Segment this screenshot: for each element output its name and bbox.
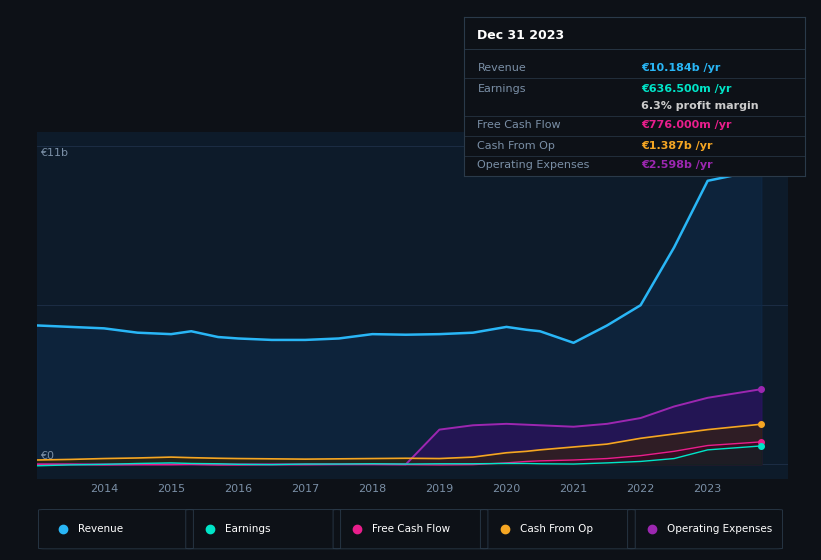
Text: €2.598b /yr: €2.598b /yr (641, 160, 713, 170)
Text: Operating Expenses: Operating Expenses (667, 524, 773, 534)
Text: Revenue: Revenue (478, 63, 526, 73)
Text: €11b: €11b (40, 148, 68, 158)
Text: Free Cash Flow: Free Cash Flow (373, 524, 451, 534)
Text: €1.387b /yr: €1.387b /yr (641, 141, 713, 151)
Text: Cash From Op: Cash From Op (478, 141, 555, 151)
Text: Revenue: Revenue (78, 524, 123, 534)
Text: Earnings: Earnings (225, 524, 271, 534)
Text: Operating Expenses: Operating Expenses (478, 160, 589, 170)
Text: 6.3% profit margin: 6.3% profit margin (641, 101, 759, 111)
Text: Cash From Op: Cash From Op (520, 524, 593, 534)
Text: €0: €0 (40, 451, 54, 461)
Text: Dec 31 2023: Dec 31 2023 (478, 30, 565, 43)
Text: Free Cash Flow: Free Cash Flow (478, 120, 561, 130)
Text: €636.500m /yr: €636.500m /yr (641, 83, 732, 94)
Text: Earnings: Earnings (478, 83, 526, 94)
Text: €776.000m /yr: €776.000m /yr (641, 120, 732, 130)
Text: €10.184b /yr: €10.184b /yr (641, 63, 720, 73)
